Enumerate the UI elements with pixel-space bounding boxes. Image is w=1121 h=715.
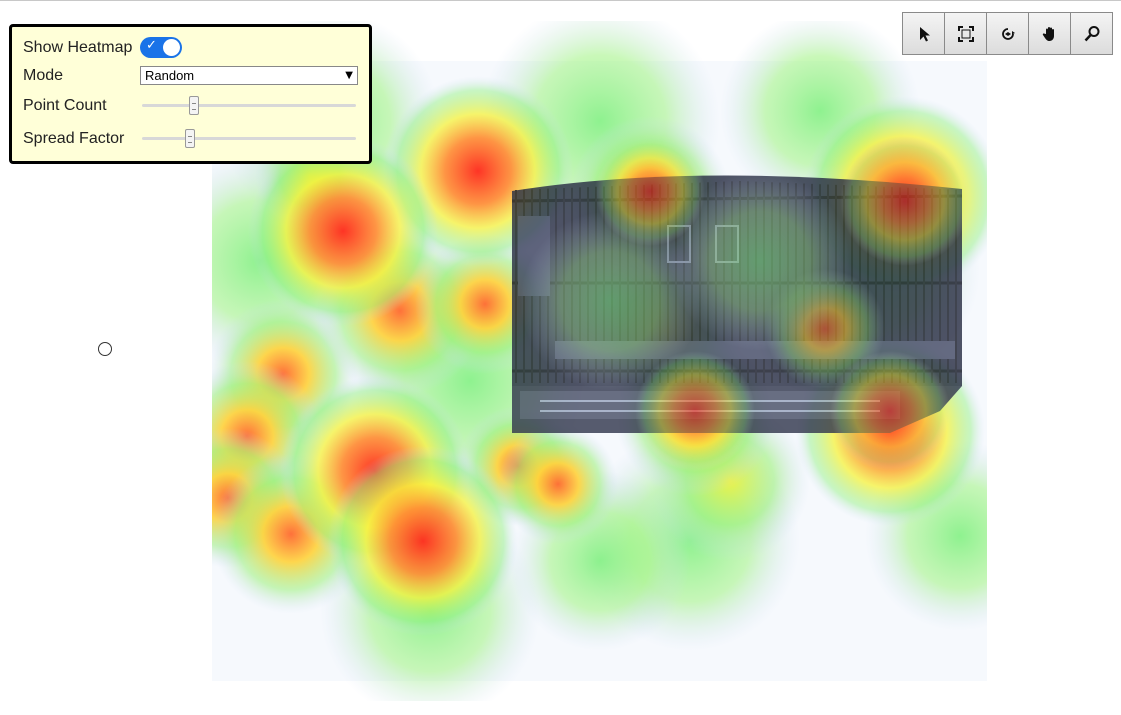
slider-thumb[interactable] (189, 96, 199, 115)
slider-track (142, 137, 356, 140)
pan-button[interactable] (1028, 12, 1071, 55)
pointer-icon (919, 26, 930, 41)
fit-extents-icon (957, 25, 974, 42)
point-count-slider[interactable] (142, 96, 356, 116)
viewer-toolbar (902, 12, 1113, 55)
show-heatmap-toggle[interactable]: ✓ (140, 37, 182, 58)
orbit-button[interactable] (986, 12, 1029, 55)
spread-factor-label: Spread Factor (23, 130, 125, 147)
slider-thumb[interactable] (185, 129, 195, 148)
zoom-button[interactable] (1070, 12, 1113, 55)
point-count-label: Point Count (23, 97, 107, 114)
fit-extents-button[interactable] (944, 12, 987, 55)
mode-select-value: Random (145, 68, 195, 83)
heatmap-control-panel: Show Heatmap ✓ Mode Random ▼ Point Count… (9, 24, 372, 164)
pan-hand-icon (1042, 26, 1054, 41)
show-heatmap-label: Show Heatmap (23, 39, 133, 56)
zoom-icon (1084, 25, 1099, 41)
toggle-knob (163, 39, 180, 56)
orbit-icon (1001, 27, 1015, 40)
spread-factor-slider[interactable] (142, 129, 356, 149)
mode-label: Mode (23, 67, 64, 84)
dropdown-arrow-icon: ▼ (345, 70, 353, 81)
check-icon: ✓ (146, 38, 157, 53)
select-tool-button[interactable] (902, 12, 945, 55)
cursor-indicator (98, 342, 112, 356)
mode-select[interactable]: Random ▼ (140, 66, 358, 85)
slider-track (142, 104, 356, 107)
